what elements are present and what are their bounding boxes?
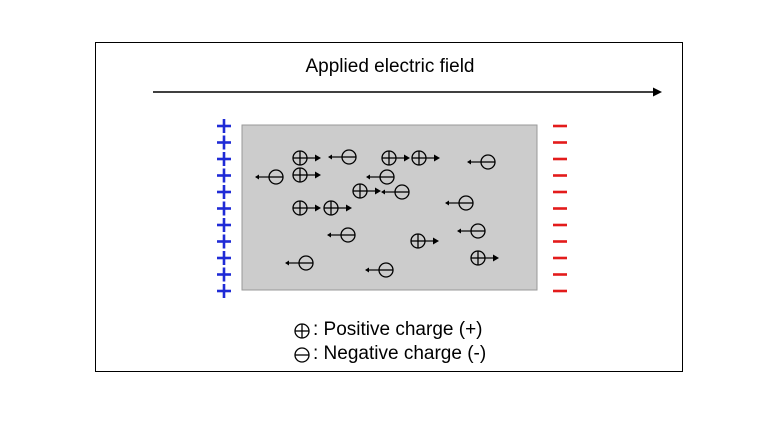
drift-arrow <box>381 189 395 195</box>
positive-charge <box>411 150 440 166</box>
plate-plus-sign <box>217 267 231 282</box>
plate-plus-sign <box>217 152 231 166</box>
drift-arrow <box>365 267 379 273</box>
positive-charge-symbol <box>292 150 308 166</box>
field-title: Applied electric field <box>305 56 475 77</box>
positive-charge-symbol <box>323 200 339 216</box>
positive-charge <box>352 183 381 199</box>
negative-plate <box>553 124 567 293</box>
drift-arrow <box>425 237 439 245</box>
plate-plus-sign <box>217 284 231 298</box>
positive-charge <box>292 150 321 166</box>
positive-charge-symbol <box>411 150 427 166</box>
drift-arrow <box>255 174 269 180</box>
plate-plus-sign <box>217 135 231 150</box>
plate-plus-sign <box>217 251 231 265</box>
positive-charge-symbol <box>381 150 397 166</box>
positive-charge <box>381 150 410 166</box>
drift-arrow <box>426 154 440 162</box>
drift-arrow <box>467 159 481 165</box>
positive-charge-symbol <box>292 167 308 183</box>
drift-arrow <box>307 171 321 179</box>
legend-negative-label: : Negative charge (-) <box>313 343 487 364</box>
drift-arrow <box>396 154 410 162</box>
charge-field <box>255 149 499 278</box>
drift-arrow <box>327 232 341 238</box>
positive-charge-symbol <box>292 200 308 216</box>
plate-plus-sign <box>217 119 231 133</box>
drift-arrow <box>367 187 381 195</box>
drift-arrow <box>366 174 380 180</box>
plate-plus-sign <box>217 218 231 232</box>
negative-charge <box>327 227 356 243</box>
drift-arrow <box>307 154 321 162</box>
positive-charge-symbol <box>470 250 486 266</box>
figure-border <box>95 42 683 372</box>
positive-charge <box>292 200 321 216</box>
legend-positive: : Positive charge (+) <box>292 319 483 341</box>
plate-plus-sign <box>217 185 231 199</box>
field-arrow-head <box>653 87 662 97</box>
negative-charge <box>285 255 314 271</box>
drift-arrow <box>457 228 471 234</box>
negative-charge <box>467 154 496 170</box>
legend-positive-icon <box>294 323 310 339</box>
drift-arrow <box>485 254 499 262</box>
positive-charge-symbol <box>352 183 368 199</box>
plate-plus-sign <box>217 201 231 216</box>
legend-negative: : Negative charge (-) <box>292 343 486 365</box>
dielectric-medium <box>241 124 538 291</box>
drift-arrow <box>338 204 352 212</box>
positive-plate <box>217 119 231 298</box>
negative-charge <box>457 223 486 239</box>
positive-charge <box>470 250 499 266</box>
drift-arrow <box>307 204 321 212</box>
drift-arrow <box>445 200 459 206</box>
drift-arrow <box>328 154 342 160</box>
positive-charge <box>323 200 352 216</box>
positive-charge-symbol <box>410 233 426 249</box>
negative-charge <box>445 195 474 211</box>
plate-plus-sign <box>217 168 231 183</box>
legend-positive-label: : Positive charge (+) <box>313 319 483 340</box>
legend-negative-icon <box>294 347 310 363</box>
positive-charge <box>292 167 321 183</box>
negative-charge <box>255 169 284 185</box>
plate-plus-sign <box>217 234 231 249</box>
drift-arrow <box>285 260 299 266</box>
negative-charge <box>366 169 395 185</box>
legend-icons <box>294 323 310 363</box>
negative-charge <box>328 149 357 165</box>
positive-charge <box>410 233 439 249</box>
negative-charge <box>365 262 394 278</box>
negative-charge <box>381 184 410 200</box>
